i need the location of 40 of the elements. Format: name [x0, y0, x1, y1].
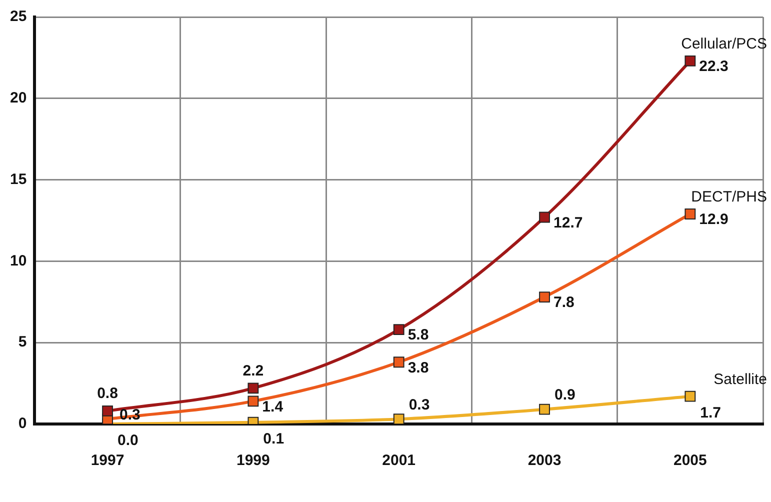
series-label: Cellular/PCS — [681, 36, 767, 53]
point — [684, 56, 696, 66]
data-label: 0.8 — [97, 385, 118, 402]
series-label: Satellite — [714, 370, 767, 388]
data-label: 0.0 — [118, 432, 138, 450]
data-label: 1.4 — [262, 398, 284, 416]
y-tick-label: 5 — [18, 334, 27, 351]
data-label: 1.7 — [700, 404, 722, 422]
series-label: DECT/PHS — [691, 188, 767, 206]
x-tick-label: 1999 — [236, 452, 270, 470]
y-tick-label: 15 — [10, 170, 27, 188]
point — [248, 396, 259, 407]
point — [393, 324, 404, 336]
point — [539, 212, 550, 223]
point — [393, 414, 404, 424]
data-label: 0.3 — [408, 396, 430, 414]
point — [248, 382, 259, 394]
data-label: 12.9 — [699, 211, 728, 228]
x-tick-label: 1997 — [90, 452, 124, 470]
point — [393, 356, 404, 368]
point — [684, 208, 696, 220]
data-label: 2.2 — [242, 362, 264, 380]
data-label: 5.8 — [408, 326, 429, 344]
point — [684, 390, 696, 402]
point — [539, 404, 550, 415]
data-label: 7.8 — [554, 294, 574, 312]
y-tick-label: 0 — [18, 415, 27, 432]
point — [102, 406, 113, 416]
y-tick-label: 10 — [10, 252, 27, 270]
x-tick-label: 2005 — [673, 452, 707, 470]
y-tick-label: 20 — [10, 90, 27, 107]
data-label: 22.3 — [699, 58, 728, 76]
data-label: 12.7 — [554, 214, 583, 232]
point — [539, 292, 550, 302]
x-tick-label: 2003 — [528, 452, 562, 470]
data-label: 3.8 — [408, 359, 429, 376]
y-tick-label: 25 — [10, 8, 27, 26]
data-label: 0.9 — [554, 386, 576, 404]
x-tick-label: 2001 — [382, 452, 416, 470]
data-label: 0.1 — [263, 430, 284, 448]
